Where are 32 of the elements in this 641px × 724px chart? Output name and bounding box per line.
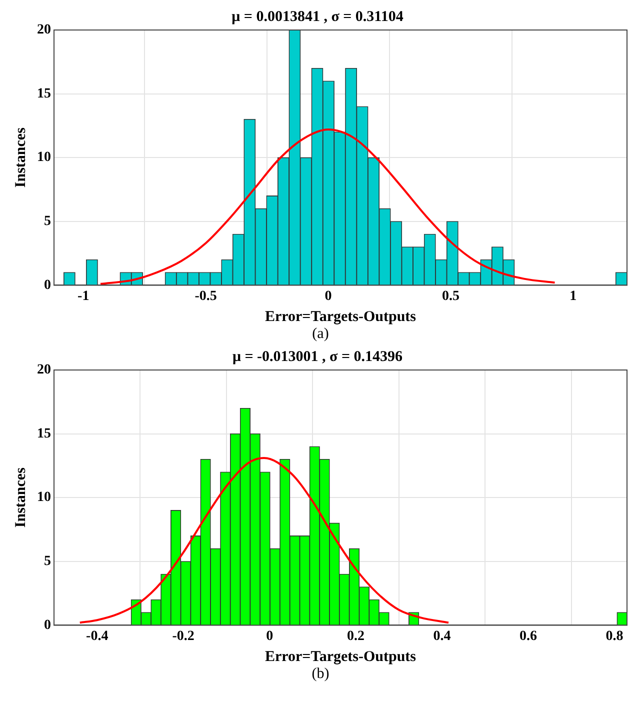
y-tick-label: 15 [37, 86, 51, 102]
x-tick-label: 1 [570, 289, 577, 304]
x-tick-label: -0.4 [86, 629, 108, 644]
x-tick-label: 0 [324, 289, 332, 304]
y-axis-title: Instances [12, 127, 29, 188]
y-tick-label: 0 [44, 278, 51, 293]
y-tick-label: 0 [44, 618, 51, 633]
x-tick-label: 0.6 [520, 629, 538, 644]
x-tick-label: 0 [266, 629, 274, 644]
x-tick-label: -0.5 [194, 289, 217, 304]
y-axis-title: Instances [12, 467, 29, 528]
y-tick-label: 5 [44, 554, 51, 570]
y-tick-label: 20 [37, 22, 51, 38]
x-tick-label: -0.2 [172, 629, 194, 644]
line-series [78, 457, 450, 624]
y-tick-label: 15 [37, 426, 51, 442]
x-tick-label: 0.8 [606, 629, 624, 644]
y-tick-label: 20 [37, 362, 51, 378]
x-tick-label: 0.2 [347, 629, 365, 644]
chart-title: μ = -0.013001 , σ = 0.14396 [232, 348, 403, 365]
x-axis-title: Error=Targets-Outputs [264, 648, 416, 665]
y-tick-label: 10 [37, 150, 51, 166]
x-tick-label: 0.5 [442, 289, 460, 304]
x-axis-title: Error=Targets-Outputs [264, 308, 416, 325]
line-series [100, 128, 556, 285]
chart-title: μ = 0.0013841 , σ = 0.31104 [232, 8, 404, 25]
y-tick-label: 5 [44, 214, 51, 230]
text: (a) [311, 326, 330, 344]
y-tick-label: 10 [37, 490, 51, 506]
x-tick-label: -1 [78, 289, 90, 304]
x-tick-label: 0.4 [433, 629, 451, 644]
text: (b) [310, 666, 330, 684]
